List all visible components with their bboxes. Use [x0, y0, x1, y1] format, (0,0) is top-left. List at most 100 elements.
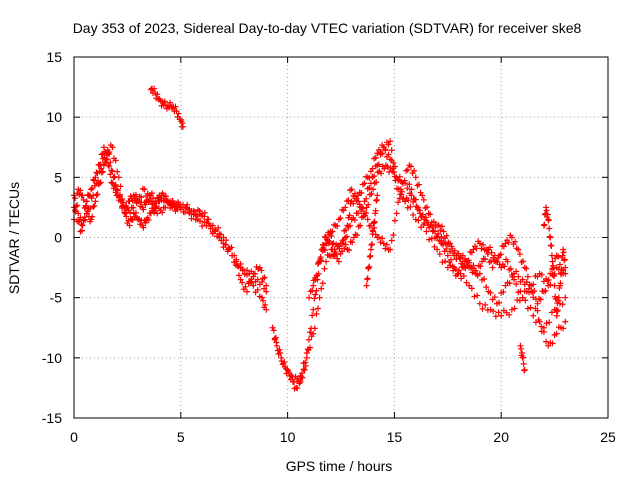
data-point [483, 246, 490, 253]
data-point [91, 177, 98, 184]
data-point [103, 159, 110, 166]
data-point [263, 306, 270, 313]
data-point [112, 181, 119, 188]
data-point [315, 305, 322, 312]
data-point [422, 214, 429, 221]
data-point [149, 201, 156, 208]
data-point [419, 192, 426, 199]
data-point [117, 183, 124, 190]
data-point [423, 228, 430, 235]
data-point [439, 241, 446, 248]
data-point [407, 203, 414, 210]
data-point [482, 301, 489, 308]
data-point [443, 245, 450, 252]
data-point [498, 312, 505, 319]
data-point [356, 201, 363, 208]
data-point [155, 195, 162, 202]
data-point [431, 243, 438, 250]
data-point [396, 195, 403, 202]
data-point [254, 276, 261, 283]
data-point [258, 279, 265, 286]
data-point [142, 201, 149, 208]
data-point [113, 186, 120, 193]
data-point [416, 207, 423, 214]
data-point [545, 342, 552, 349]
data-point [520, 360, 527, 367]
data-point [549, 340, 556, 347]
data-point [508, 234, 515, 241]
data-point [355, 192, 362, 199]
data-point [549, 262, 556, 269]
data-point [438, 233, 445, 240]
data-point [497, 251, 504, 258]
data-point [180, 208, 187, 215]
data-point [524, 273, 531, 280]
data-point [476, 300, 483, 307]
data-point [375, 161, 382, 168]
data-point [439, 259, 446, 266]
data-point [244, 271, 251, 278]
data-point [543, 338, 550, 345]
data-point [237, 276, 244, 283]
data-point [414, 204, 421, 211]
data-point [436, 251, 443, 258]
data-point [88, 186, 95, 193]
data-point [462, 257, 469, 264]
data-point [355, 210, 362, 217]
data-point [410, 211, 417, 218]
data-point [158, 192, 165, 199]
data-point [112, 157, 119, 164]
data-point [558, 266, 565, 273]
data-point [183, 204, 190, 211]
data-point [248, 278, 255, 285]
data-point [515, 246, 522, 253]
data-point [435, 230, 442, 237]
data-point [382, 245, 389, 252]
data-point [95, 177, 102, 184]
data-point [336, 243, 343, 250]
data-point [511, 276, 518, 283]
data-point [543, 207, 550, 214]
data-point [375, 234, 382, 241]
data-point [520, 354, 527, 361]
data-point [339, 240, 346, 247]
data-point [217, 231, 224, 238]
data-point [346, 212, 353, 219]
data-point [380, 144, 387, 151]
data-point [135, 198, 142, 205]
data-point [512, 238, 519, 245]
data-point [160, 197, 167, 204]
data-point [263, 282, 270, 289]
data-point [81, 205, 88, 212]
data-point [514, 297, 521, 304]
data-point [478, 245, 485, 252]
data-point [543, 320, 550, 327]
data-point [523, 265, 530, 272]
data-point [404, 204, 411, 211]
data-point [420, 196, 427, 203]
data-point [318, 257, 325, 264]
data-point [479, 305, 486, 312]
data-point [199, 223, 206, 230]
data-point [345, 197, 352, 204]
data-point [203, 219, 210, 226]
data-point [491, 294, 498, 301]
data-point [368, 241, 375, 248]
data-point [520, 258, 527, 265]
data-point [127, 209, 134, 216]
data-point [116, 191, 123, 198]
data-point [387, 138, 394, 145]
data-point [132, 209, 139, 216]
data-point [351, 190, 358, 197]
data-point [560, 325, 567, 332]
data-point [162, 204, 169, 211]
data-point [316, 294, 323, 301]
x-axis-label: GPS time / hours [286, 458, 393, 474]
data-point [381, 165, 388, 172]
x-tick-label: 25 [600, 429, 616, 445]
data-point [175, 110, 182, 117]
x-tick-label: 20 [493, 429, 509, 445]
data-point [140, 206, 147, 213]
data-point [446, 240, 453, 247]
data-point [281, 359, 288, 366]
